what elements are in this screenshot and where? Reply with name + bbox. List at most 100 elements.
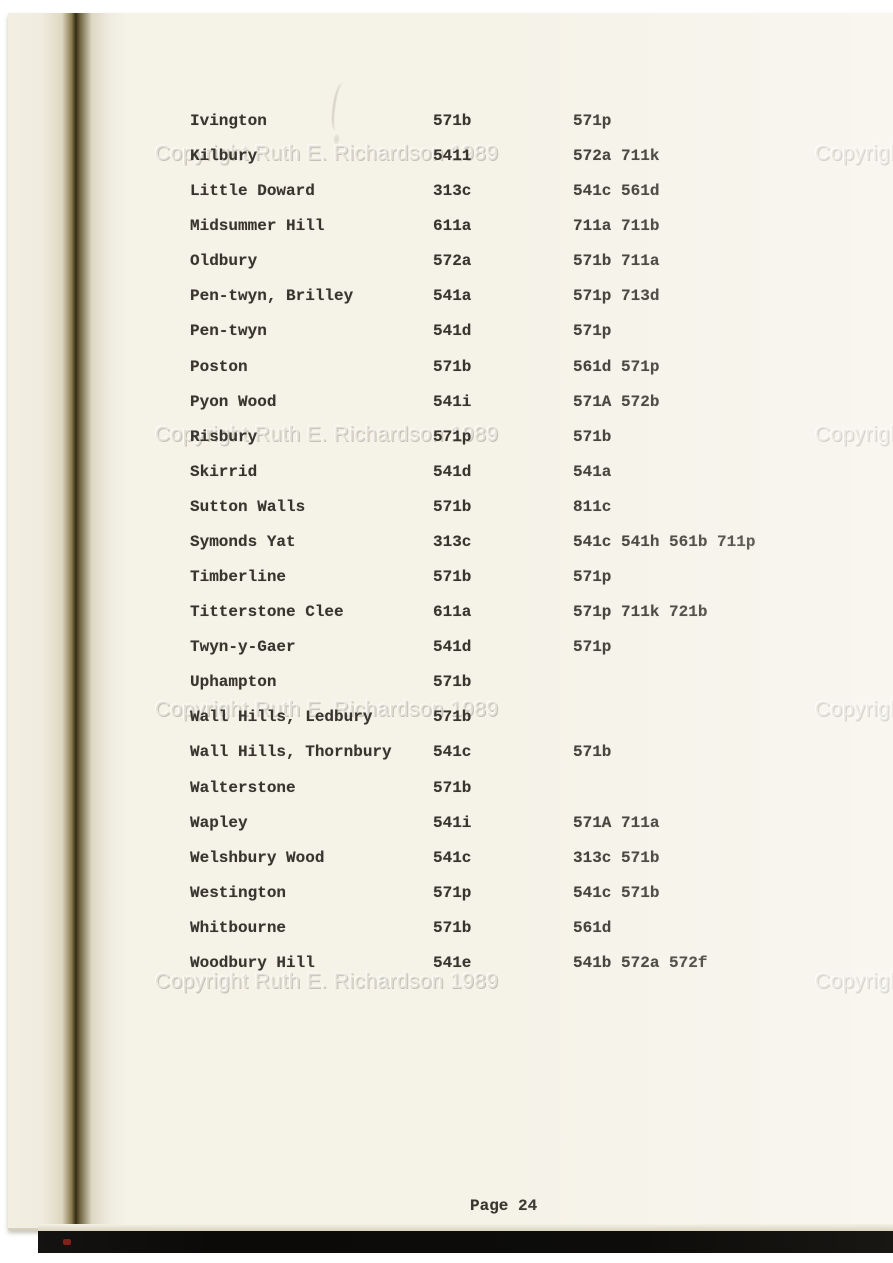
site-name: Sutton Walls xyxy=(190,497,306,516)
site-name: Risbury xyxy=(190,427,258,446)
book-page: Copyright Ruth E. Richardson 1989 Copyrig… xyxy=(8,13,893,1230)
secondary-codes: 541b 572a 572f xyxy=(573,953,708,972)
site-name: Whitbourne xyxy=(190,918,287,937)
site-name: Walterstone xyxy=(190,778,296,797)
secondary-codes: 541c 571b xyxy=(573,883,660,902)
secondary-codes: 571b xyxy=(573,427,612,446)
copyright-watermark: Copyright Ruth E. Richardson 1989 xyxy=(815,970,893,993)
secondary-codes: 571b 711a xyxy=(573,252,660,271)
table-row: Poston 571b 561d 571p xyxy=(8,358,893,388)
secondary-codes: 571b xyxy=(573,743,612,762)
secondary-codes: 541c 541h 561b 711p xyxy=(573,532,756,551)
table-row: Kilbury 5411 572a 711k xyxy=(8,147,893,177)
primary-code: 541a xyxy=(433,287,472,306)
primary-code: 541d xyxy=(433,462,472,481)
secondary-codes: 811c xyxy=(573,497,612,516)
primary-code: 571b xyxy=(433,568,472,587)
secondary-codes: 571A 711a xyxy=(573,813,660,832)
primary-code: 571b xyxy=(433,778,472,797)
table-row: Wall Hills, Thornbury 541c 571b xyxy=(8,743,893,773)
site-name: Kilbury xyxy=(190,147,258,166)
table-row: Symonds Yat 313c 541c 541h 561b 711p xyxy=(8,533,893,563)
copyright-watermark: Copyright Ruth E. Richardson 1989 xyxy=(815,142,893,165)
primary-code: 541c xyxy=(433,848,472,867)
copyright-watermark: Copyright Ruth E. Richardson 1989 xyxy=(815,423,893,446)
site-name: Woodbury Hill xyxy=(190,953,315,972)
primary-code: 572a xyxy=(433,252,472,271)
site-name: Timberline xyxy=(190,568,287,587)
site-name: Uphampton xyxy=(190,673,277,692)
secondary-codes: 711a 711b xyxy=(573,217,660,236)
table-row: Timberline 571b 571p xyxy=(8,568,893,598)
primary-code: 541d xyxy=(433,322,472,341)
copyright-watermark: Copyright Ruth E. Richardson 1989 xyxy=(155,423,499,446)
table-row: Wapley 541i 571A 711a xyxy=(8,814,893,844)
secondary-codes: 571p xyxy=(573,568,612,587)
copyright-watermark: Copyright Ruth E. Richardson 1989 xyxy=(155,698,499,721)
primary-code: 611a xyxy=(433,603,472,622)
page-bottom-edge xyxy=(38,1224,893,1231)
primary-code: 541e xyxy=(433,953,472,972)
table-row: Skirrid 541d 541a xyxy=(8,463,893,493)
site-name: Pen-twyn, Brilley xyxy=(190,287,354,306)
table-row: Midsummer Hill 611a 711a 711b xyxy=(8,217,893,247)
secondary-codes: 313c 571b xyxy=(573,848,660,867)
primary-code: 611a xyxy=(433,217,472,236)
table-row: Woodbury Hill 541e 541b 572a 572f xyxy=(8,954,893,984)
table-row: Little Doward 313c 541c 561d xyxy=(8,182,893,212)
primary-code: 571p xyxy=(433,883,472,902)
site-name: Oldbury xyxy=(190,252,258,271)
table-row: Titterstone Clee 611a 571p 711k 721b xyxy=(8,603,893,633)
primary-code: 541i xyxy=(433,813,472,832)
site-name: Wapley xyxy=(190,813,248,832)
secondary-codes: 571p 711k 721b xyxy=(573,603,708,622)
site-name: Symonds Yat xyxy=(190,532,296,551)
site-name: Ivington xyxy=(190,112,267,130)
table-row: Oldbury 572a 571b 711a xyxy=(8,252,893,282)
primary-code: 541i xyxy=(433,392,472,411)
red-mark xyxy=(63,1239,71,1245)
site-name: Wall Hills, Ledbury xyxy=(190,708,373,727)
secondary-codes: 571A 572b xyxy=(573,392,660,411)
site-name: Wall Hills, Thornbury xyxy=(190,743,392,762)
secondary-codes: 541a xyxy=(573,462,612,481)
site-name: Welshbury Wood xyxy=(190,848,325,867)
secondary-codes: 571p xyxy=(573,112,612,130)
secondary-codes: 571p xyxy=(573,638,612,657)
page-number: Page 24 xyxy=(470,1197,538,1215)
table-row: Westington 571p 541c 571b xyxy=(8,884,893,914)
site-name: Titterstone Clee xyxy=(190,603,344,622)
primary-code: 571b xyxy=(433,708,472,727)
table-row: Sutton Walls 571b 811c xyxy=(8,498,893,528)
table-row: Uphampton 571b xyxy=(8,673,893,703)
table-row: Walterstone 571b xyxy=(8,779,893,809)
table-row: Ivington 571b 571p xyxy=(8,112,893,142)
table-row: Risbury 571p 571b xyxy=(8,428,893,458)
primary-code: 571b xyxy=(433,497,472,516)
primary-code: 541d xyxy=(433,638,472,657)
table-row: Pyon Wood 541i 571A 572b xyxy=(8,393,893,423)
site-name: Little Doward xyxy=(190,182,315,201)
copyright-watermark: Copyright Ruth E. Richardson 1989 xyxy=(815,698,893,721)
primary-code: 313c xyxy=(433,532,472,551)
copyright-watermark: Copyright Ruth E. Richardson 1989 xyxy=(155,142,499,165)
secondary-codes: 571p 713d xyxy=(573,287,660,306)
table-row: Twyn-y-Gaer 541d 571p xyxy=(8,638,893,668)
primary-code: 541c xyxy=(433,743,472,762)
site-name: Twyn-y-Gaer xyxy=(190,638,296,657)
table-row: Wall Hills, Ledbury 571b xyxy=(8,708,893,738)
table-row: Whitbourne 571b 561d xyxy=(8,919,893,949)
secondary-codes: 561d 571p xyxy=(573,357,660,376)
copyright-watermark: Copyright Ruth E. Richardson 1989 xyxy=(155,970,499,993)
table-row: Pen-twyn 541d 571p xyxy=(8,322,893,352)
secondary-codes: 541c 561d xyxy=(573,182,660,201)
primary-code: 571b xyxy=(433,112,472,130)
primary-code: 571b xyxy=(433,357,472,376)
secondary-codes: 571p xyxy=(573,322,612,341)
secondary-codes: 572a 711k xyxy=(573,147,660,166)
primary-code: 571b xyxy=(433,918,472,937)
primary-code: 313c xyxy=(433,182,472,201)
book-gutter-shadow xyxy=(8,13,128,1228)
primary-code: 5411 xyxy=(433,147,472,166)
